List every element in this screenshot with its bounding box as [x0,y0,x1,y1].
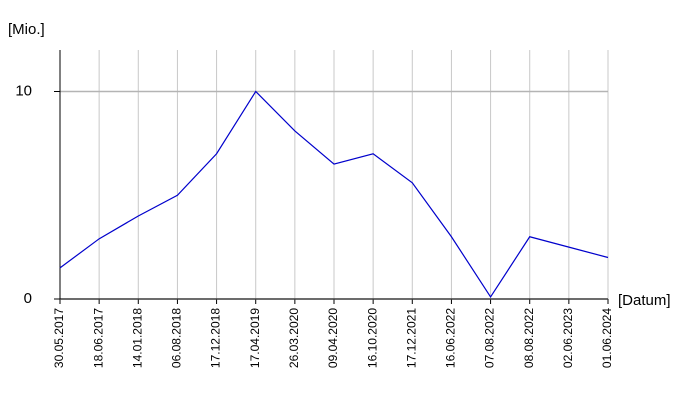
x-axis-label: [Datum] [618,292,671,309]
data-line [59,90,609,299]
y-tick-label: 10 [15,82,32,99]
x-tick-label: 16.06.2022 [444,308,458,368]
x-tick-label: 26.03.2020 [287,308,301,368]
x-tick-label: 16.10.2020 [365,308,379,368]
x-tick-label: 02.06.2023 [561,308,575,368]
x-tick-label: 14.01.2018 [130,308,144,368]
x-tick-label: 17.04.2019 [248,308,262,368]
x-tick-label: 17.12.2021 [404,308,418,368]
x-tick-label: 30.05.2017 [52,308,66,368]
x-tick-label: 06.08.2018 [170,308,184,368]
y-axis-label: [Mio.] [8,21,45,38]
x-tick-label: 07.08.2022 [483,308,497,368]
x-tick-label: 18.06.2017 [91,308,105,368]
x-tick-label: 08.08.2022 [522,308,536,368]
x-tick-label: 01.06.2024 [600,308,614,368]
x-tick-label: 17.12.2018 [209,308,223,368]
x-tick-label: 09.04.2020 [326,308,340,368]
y-tick-label: 0 [24,290,32,307]
